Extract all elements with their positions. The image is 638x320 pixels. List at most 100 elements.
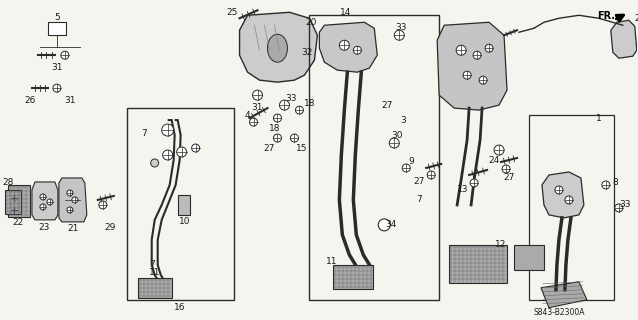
Circle shape bbox=[565, 196, 573, 204]
Circle shape bbox=[61, 51, 69, 59]
Circle shape bbox=[602, 181, 610, 189]
Circle shape bbox=[274, 134, 281, 142]
Circle shape bbox=[389, 138, 399, 148]
Text: 30: 30 bbox=[392, 131, 403, 140]
Text: 20: 20 bbox=[306, 18, 317, 27]
Polygon shape bbox=[542, 172, 584, 218]
Circle shape bbox=[40, 204, 46, 210]
Ellipse shape bbox=[267, 34, 288, 62]
Circle shape bbox=[161, 124, 174, 136]
Text: 18: 18 bbox=[304, 99, 315, 108]
Circle shape bbox=[40, 194, 46, 200]
Text: 7: 7 bbox=[141, 129, 147, 138]
Circle shape bbox=[394, 30, 404, 40]
Circle shape bbox=[72, 197, 78, 203]
Text: 27: 27 bbox=[382, 100, 393, 110]
Circle shape bbox=[177, 147, 187, 157]
Circle shape bbox=[615, 204, 623, 212]
Text: 25: 25 bbox=[226, 8, 237, 17]
Text: 34: 34 bbox=[385, 220, 397, 229]
Circle shape bbox=[353, 46, 361, 54]
Circle shape bbox=[485, 44, 493, 52]
Circle shape bbox=[11, 207, 17, 213]
Bar bbox=[127, 108, 234, 300]
Text: 22: 22 bbox=[12, 218, 24, 228]
Polygon shape bbox=[320, 22, 377, 72]
Circle shape bbox=[339, 40, 350, 50]
Text: 33: 33 bbox=[619, 200, 630, 209]
Circle shape bbox=[191, 144, 200, 152]
Circle shape bbox=[402, 164, 410, 172]
Text: 5: 5 bbox=[54, 13, 60, 22]
Text: 9: 9 bbox=[408, 157, 414, 166]
Circle shape bbox=[249, 118, 258, 126]
Text: 11: 11 bbox=[149, 268, 160, 277]
Bar bbox=[8, 185, 30, 217]
Text: 31: 31 bbox=[252, 103, 263, 112]
Text: 31: 31 bbox=[51, 63, 63, 72]
Circle shape bbox=[279, 100, 290, 110]
Text: S843-B2300A: S843-B2300A bbox=[533, 308, 584, 317]
Text: 33: 33 bbox=[396, 23, 407, 32]
Text: 24: 24 bbox=[489, 156, 500, 164]
Circle shape bbox=[67, 207, 73, 213]
Text: 7: 7 bbox=[149, 260, 154, 269]
Circle shape bbox=[253, 90, 262, 100]
Bar bbox=[334, 265, 373, 289]
Polygon shape bbox=[541, 282, 587, 308]
Circle shape bbox=[479, 76, 487, 84]
Bar bbox=[138, 278, 172, 298]
Text: 23: 23 bbox=[38, 223, 50, 232]
Circle shape bbox=[473, 51, 481, 59]
Text: 1: 1 bbox=[596, 114, 602, 123]
Text: 16: 16 bbox=[174, 303, 186, 312]
Bar bbox=[5, 190, 21, 214]
Text: 11: 11 bbox=[325, 257, 337, 266]
Text: 3: 3 bbox=[401, 116, 406, 124]
Circle shape bbox=[555, 186, 563, 194]
Bar bbox=[48, 22, 66, 35]
Text: 21: 21 bbox=[67, 224, 78, 233]
Text: 29: 29 bbox=[104, 223, 115, 232]
Circle shape bbox=[470, 179, 478, 187]
Text: 28: 28 bbox=[3, 179, 13, 188]
Bar bbox=[309, 15, 439, 300]
Text: 15: 15 bbox=[295, 144, 307, 153]
Text: 32: 32 bbox=[302, 48, 313, 57]
Text: 10: 10 bbox=[179, 217, 190, 226]
Text: 31: 31 bbox=[64, 96, 76, 105]
Circle shape bbox=[11, 195, 17, 201]
Text: 33: 33 bbox=[286, 94, 297, 103]
Circle shape bbox=[463, 71, 471, 79]
Text: 7: 7 bbox=[417, 196, 422, 204]
Circle shape bbox=[163, 150, 173, 160]
Bar bbox=[514, 245, 544, 270]
Text: 13: 13 bbox=[457, 186, 469, 195]
Bar bbox=[449, 245, 507, 283]
Polygon shape bbox=[32, 182, 58, 220]
Circle shape bbox=[378, 219, 390, 231]
Circle shape bbox=[456, 45, 466, 55]
Polygon shape bbox=[611, 20, 637, 58]
Bar bbox=[529, 115, 614, 300]
Circle shape bbox=[494, 145, 504, 155]
Circle shape bbox=[290, 134, 299, 142]
Circle shape bbox=[427, 171, 435, 179]
Text: 27: 27 bbox=[413, 178, 425, 187]
Circle shape bbox=[67, 190, 73, 196]
Polygon shape bbox=[437, 22, 507, 110]
Circle shape bbox=[502, 165, 510, 173]
Text: 8: 8 bbox=[612, 179, 618, 188]
Polygon shape bbox=[59, 178, 87, 222]
Text: 14: 14 bbox=[339, 8, 351, 17]
Circle shape bbox=[53, 84, 61, 92]
Polygon shape bbox=[239, 12, 317, 82]
Text: 27: 27 bbox=[263, 144, 275, 153]
Text: 26: 26 bbox=[24, 96, 36, 105]
Text: FR.: FR. bbox=[597, 11, 615, 21]
Circle shape bbox=[151, 159, 159, 167]
Text: 12: 12 bbox=[495, 240, 507, 249]
Text: 27: 27 bbox=[503, 173, 515, 182]
Circle shape bbox=[99, 201, 107, 209]
Circle shape bbox=[47, 199, 53, 205]
